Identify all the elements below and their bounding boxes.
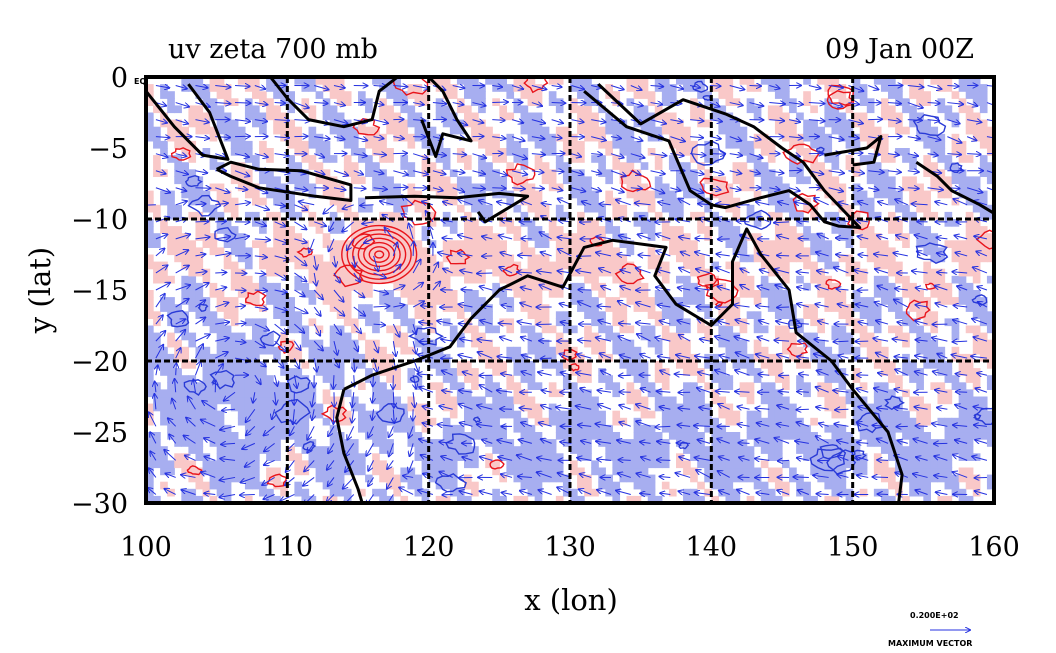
vector-legend-magnitude: 0.200E+02 bbox=[910, 611, 959, 620]
x-tick-label: 160 bbox=[968, 532, 1020, 563]
title-left: uv zeta 700 mb bbox=[168, 34, 378, 65]
plot-frame bbox=[144, 75, 996, 505]
y-tick-label: −20 bbox=[71, 347, 128, 378]
grid-lines bbox=[146, 77, 994, 503]
x-tick-labels: 100 110 120 130 140 150 160 bbox=[120, 532, 1020, 563]
coastline-segment bbox=[420, 77, 473, 158]
coastline-segment bbox=[216, 160, 353, 202]
x-tick-label: 150 bbox=[827, 532, 879, 563]
coastline-segment bbox=[583, 83, 862, 229]
x-tick-label: 110 bbox=[262, 532, 314, 563]
vector-legend: 0.200E+02 MAXIMUM VECTOR bbox=[888, 611, 972, 648]
x-tick-label: 100 bbox=[120, 532, 172, 563]
coastline-segment bbox=[335, 227, 904, 503]
vorticity-contours bbox=[166, 77, 994, 493]
equator-label: EQ bbox=[134, 77, 146, 86]
y-tick-label: −5 bbox=[88, 134, 128, 165]
x-tick-label: 130 bbox=[544, 532, 596, 563]
title-right: 09 Jan 00Z bbox=[825, 34, 974, 65]
y-tick-label: 0 bbox=[111, 63, 128, 94]
x-axis-label: x (lon) bbox=[524, 583, 618, 617]
coastline-segment bbox=[146, 83, 230, 161]
y-tick-labels: 0 −5 −10 −15 −20 −25 −30 bbox=[71, 63, 128, 520]
y-tick-label: −25 bbox=[71, 418, 128, 449]
y-tick-label: −10 bbox=[71, 205, 128, 236]
y-tick-label: −30 bbox=[71, 489, 128, 520]
y-axis-label: y (lat) bbox=[23, 247, 57, 334]
coastline-segment bbox=[365, 191, 530, 224]
wind-vectors bbox=[146, 85, 994, 503]
x-tick-label: 140 bbox=[686, 532, 738, 563]
x-tick-label: 120 bbox=[403, 532, 455, 563]
y-tick-label: −15 bbox=[71, 276, 128, 307]
coastline-segment bbox=[915, 160, 994, 215]
vector-legend-label: MAXIMUM VECTOR bbox=[888, 639, 972, 648]
